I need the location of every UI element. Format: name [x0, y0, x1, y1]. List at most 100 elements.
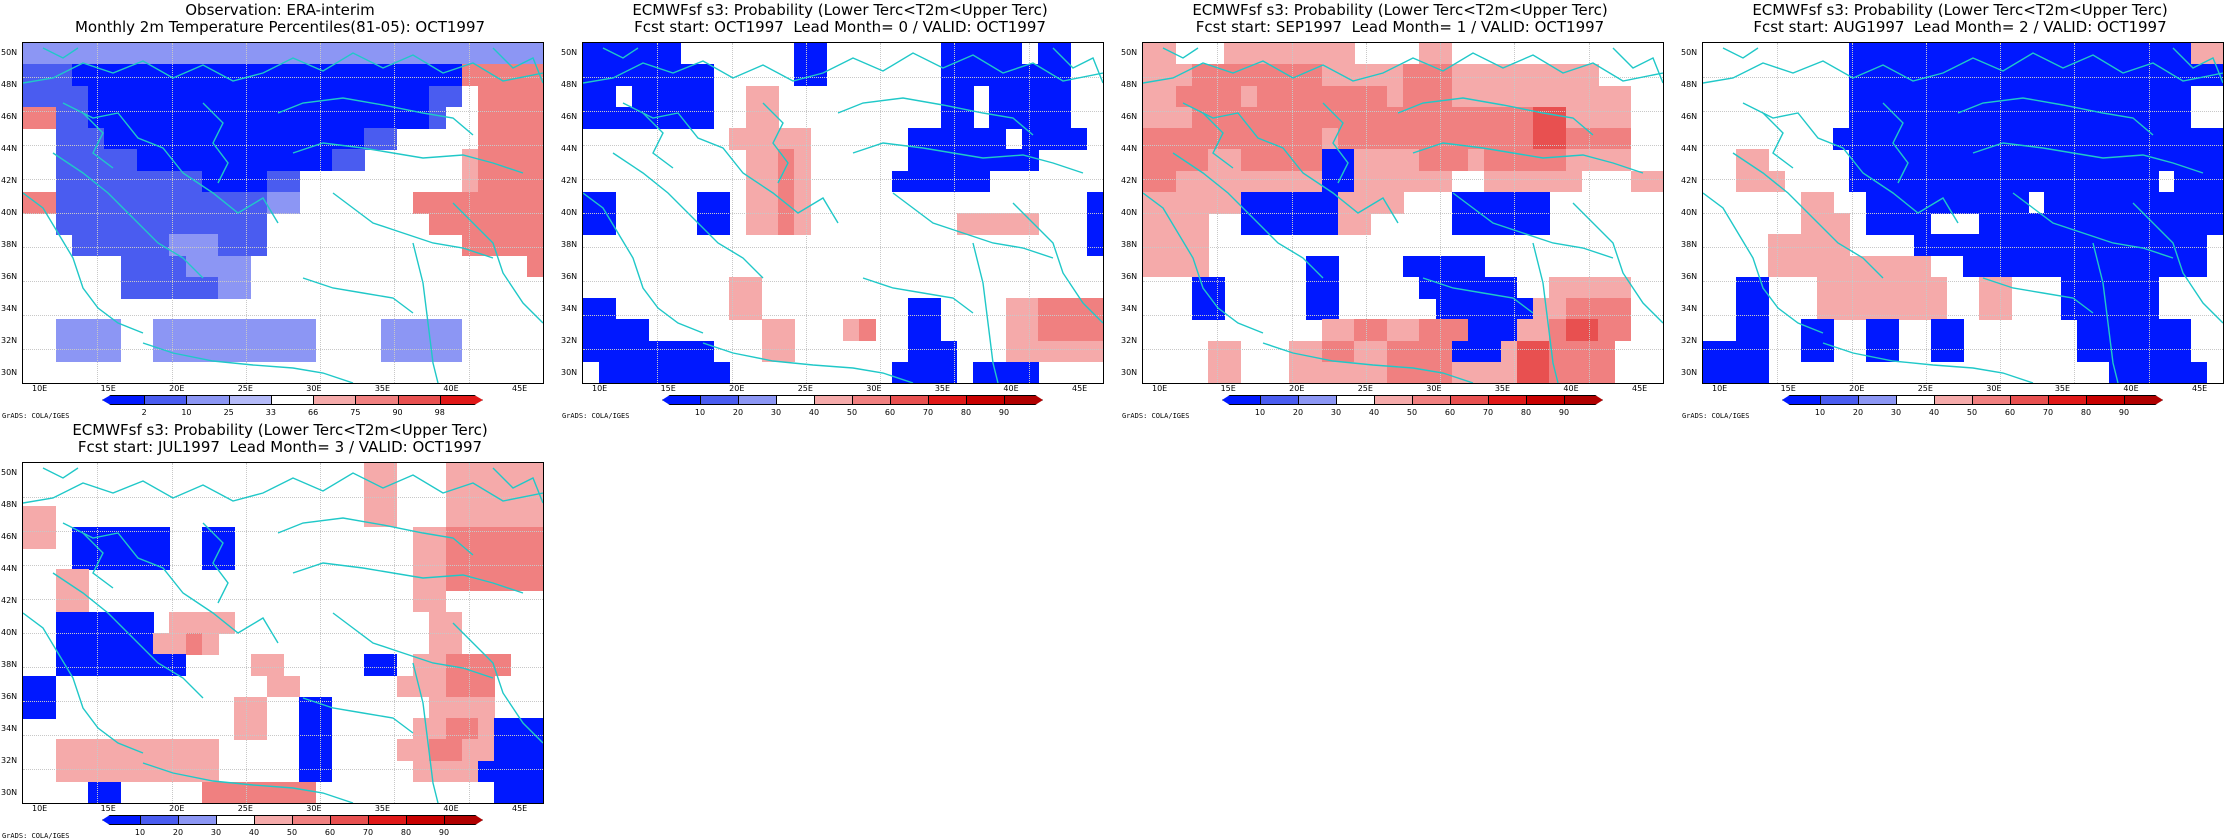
grid-cell: [1516, 191, 1534, 214]
grid-cell: [120, 739, 138, 762]
grid-cell: [1321, 191, 1339, 214]
colorbar-label: 90: [392, 408, 403, 417]
graticule-line: [23, 565, 543, 566]
grid-cell: [1354, 319, 1372, 342]
grid-cell: [729, 276, 747, 299]
lat-label: 30N: [1681, 368, 1698, 377]
grid-cell: [1946, 319, 1964, 342]
grid-cell: [2060, 255, 2078, 278]
grid-cell: [1191, 234, 1209, 257]
grid-cell: [1930, 170, 1948, 193]
grid-cell: [478, 234, 495, 257]
grid-cell: [2093, 255, 2110, 278]
grid-cell: [526, 526, 543, 549]
grid-cell: [71, 739, 89, 762]
grid-cell: [2125, 298, 2143, 320]
grid-cell: [924, 319, 942, 342]
grid-cell: [1321, 340, 1339, 363]
grid-cell: [1435, 149, 1453, 172]
grid-cell: [989, 85, 1007, 108]
grid-cell: [2158, 340, 2175, 363]
colorbar-swatch: [1488, 395, 1527, 405]
grid-cell: [494, 739, 512, 762]
lon-label: 30E: [866, 384, 882, 393]
grid-cell: [331, 85, 349, 108]
grid-cell: [201, 128, 219, 150]
grid-cell: [1338, 340, 1355, 363]
grid-cell: [1800, 234, 1818, 257]
grid-cell: [2206, 191, 2223, 214]
grid-cell: [1549, 298, 1567, 320]
grid-cell: [1403, 361, 1420, 383]
grid-cell: [599, 106, 617, 129]
grid-cell: [315, 43, 333, 65]
grid-cell: [120, 149, 138, 172]
grid-cell: [1565, 128, 1583, 150]
colorbar-swatch: [700, 395, 739, 405]
grid-cell: [526, 255, 543, 278]
lat-label: 34N: [1, 304, 18, 313]
colorbar-label: 80: [400, 828, 412, 837]
grid-cell: [136, 213, 154, 235]
grid-cell: [2028, 234, 2045, 257]
grid-cell: [908, 298, 925, 320]
grid-cell: [234, 213, 252, 235]
grid-cell: [2109, 361, 2127, 383]
lat-label: 38N: [1121, 240, 1138, 249]
grid-cell: [1881, 213, 1899, 235]
grid-cell: [315, 64, 333, 87]
grid-cell: [1321, 319, 1339, 342]
grid-cell: [201, 213, 219, 235]
grid-cell: [778, 128, 795, 150]
grid-cell: [1403, 319, 1420, 342]
grid-cell: [631, 319, 649, 342]
grid-cell: [1354, 149, 1372, 172]
grid-cell: [218, 191, 235, 214]
grid-cell: [1224, 191, 1242, 214]
grid-cell: [664, 43, 682, 65]
coastline: [612, 152, 764, 279]
graticule-line: [23, 111, 543, 112]
grid-cell: [104, 654, 122, 677]
grid-cell: [1468, 149, 1485, 172]
graticule-line: [1143, 145, 1663, 146]
grid-cell: [104, 760, 122, 783]
grid-cell: [778, 319, 795, 342]
grid-cell: [1240, 149, 1258, 172]
grid-cell: [55, 590, 73, 613]
graticule-line: [23, 179, 543, 180]
grid-cell: [1386, 340, 1404, 363]
lon-label: 40E: [1003, 384, 1019, 393]
lat-label: 38N: [1, 660, 18, 669]
colorbar-swatch: [439, 395, 483, 405]
colorbar-label: 90: [2118, 408, 2130, 417]
grid-cell: [1338, 319, 1355, 342]
graticule-line: [1143, 281, 1663, 282]
grid-cell: [1565, 170, 1583, 193]
colorbar-swatch: [330, 815, 369, 825]
grid-cell: [2141, 128, 2159, 150]
grid-cell: [2158, 43, 2175, 65]
grid-cell: [153, 276, 170, 299]
grid-cell: [1800, 191, 1818, 214]
colorbar-label: 30: [1890, 408, 1902, 417]
lat-label: 36N: [1681, 272, 1698, 281]
grid-cell: [2158, 128, 2175, 150]
grid-cell: [1703, 340, 1720, 363]
lon-label: 10E: [592, 384, 608, 393]
grid-cell: [2076, 149, 2094, 172]
grid-cell: [1419, 340, 1437, 363]
graticule-line: [583, 145, 1103, 146]
grid-cell: [461, 718, 479, 740]
grid-cell: [1321, 128, 1339, 150]
grid-cell: [201, 191, 219, 214]
grid-cell: [234, 319, 252, 342]
grid-cell: [266, 64, 284, 87]
grid-cell: [1240, 43, 1258, 65]
grid-cell: [1533, 340, 1550, 363]
grid-cell: [478, 739, 495, 762]
grid-cell: [1979, 170, 1997, 193]
grid-cell: [266, 170, 284, 193]
grid-cell: [2093, 128, 2110, 150]
grid-cell: [1256, 213, 1274, 235]
